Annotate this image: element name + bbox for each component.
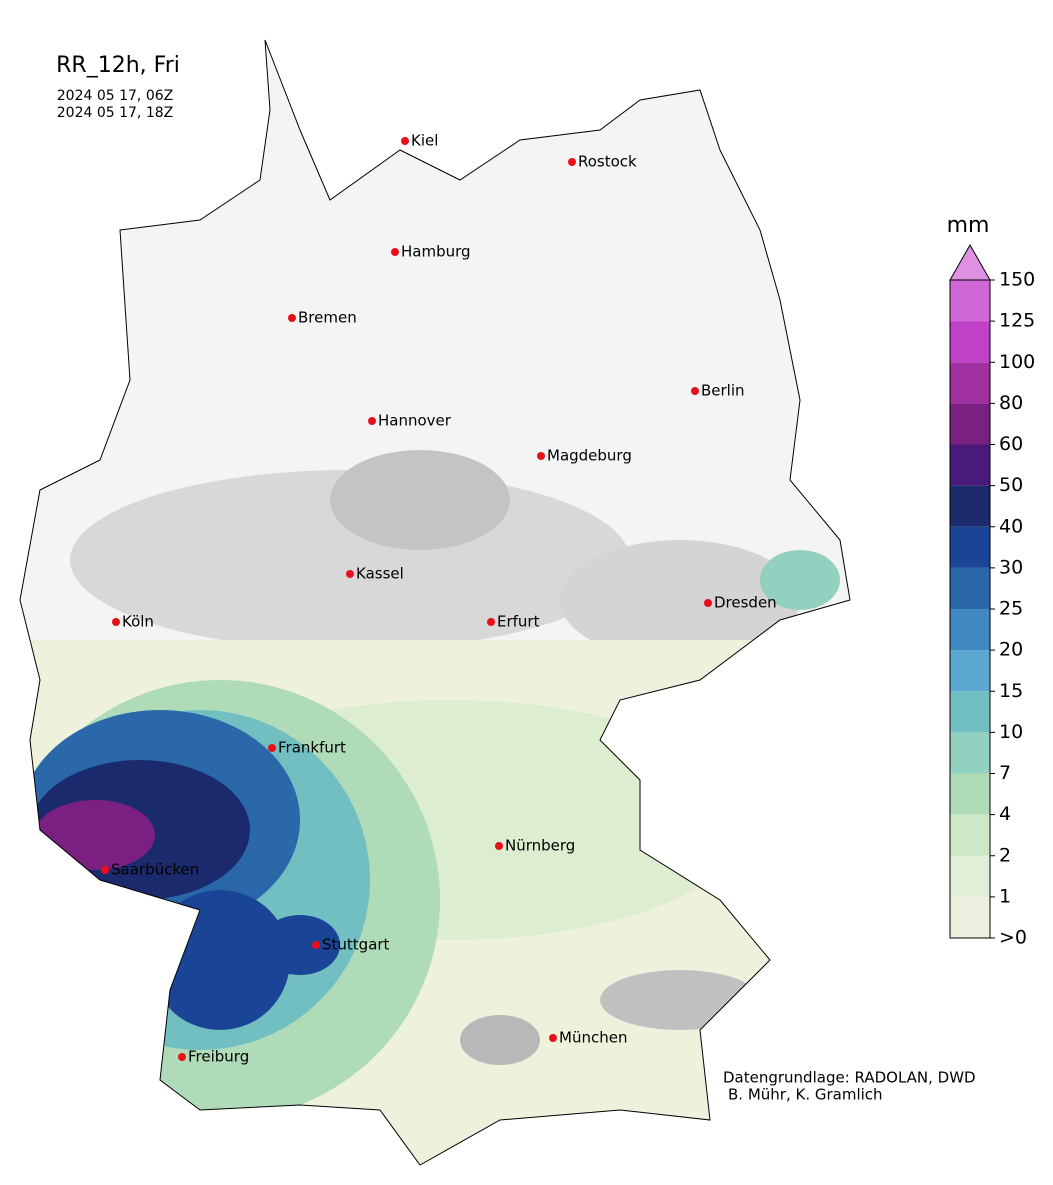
colorbar-band bbox=[950, 567, 990, 609]
city-marker bbox=[268, 744, 276, 752]
colorbar-band bbox=[950, 855, 990, 897]
colorbar-band bbox=[950, 609, 990, 651]
city-marker bbox=[495, 842, 503, 850]
colorbar-tick-label: 50 bbox=[999, 474, 1023, 496]
city-marker bbox=[549, 1034, 557, 1042]
colorbar-band bbox=[950, 485, 990, 527]
city-marker bbox=[401, 137, 409, 145]
colorbar-band bbox=[950, 814, 990, 856]
city-label: München bbox=[559, 1029, 627, 1047]
colorbar-band bbox=[950, 444, 990, 486]
colorbar-band bbox=[950, 280, 990, 322]
city-label: Köln bbox=[122, 613, 154, 631]
end-time: 2024 05 17, 18Z bbox=[57, 105, 173, 121]
colorbar-tick-label: >0 bbox=[999, 927, 1027, 949]
colorbar-tick-label: 25 bbox=[999, 598, 1023, 620]
colorbar-unit: mm bbox=[947, 213, 990, 238]
city-marker bbox=[537, 452, 545, 460]
city-marker bbox=[312, 941, 320, 949]
city-label: Frankfurt bbox=[278, 739, 346, 757]
city-label: Bremen bbox=[298, 309, 357, 327]
start-time: 2024 05 17, 06Z bbox=[57, 88, 173, 104]
city-marker bbox=[101, 866, 109, 874]
city-label: Kassel bbox=[356, 565, 404, 583]
colorbar-band bbox=[950, 650, 990, 692]
colorbar-tick-label: 40 bbox=[999, 515, 1023, 537]
colorbar-tick-label: 15 bbox=[999, 680, 1023, 702]
colorbar-band bbox=[950, 321, 990, 363]
country-border bbox=[19, 39, 851, 1166]
title: RR_12h, Fri bbox=[56, 53, 180, 78]
colorbar-band bbox=[950, 403, 990, 445]
city-label: Saarbücken bbox=[111, 861, 199, 879]
city-label: Magdeburg bbox=[547, 447, 632, 465]
city-label: Freiburg bbox=[188, 1048, 249, 1066]
colorbar-band bbox=[950, 362, 990, 404]
colorbar-band bbox=[950, 896, 990, 938]
colorbar-tick-label: 150 bbox=[999, 269, 1035, 291]
colorbar-tick-label: 4 bbox=[999, 803, 1011, 825]
city-label: Hannover bbox=[378, 412, 452, 430]
colorbar-tick-label: 100 bbox=[999, 351, 1035, 373]
city-marker bbox=[288, 314, 296, 322]
colorbar-band bbox=[950, 691, 990, 733]
city-marker bbox=[391, 248, 399, 256]
city-label: Hamburg bbox=[401, 243, 471, 261]
colorbar-tick-label: 125 bbox=[999, 310, 1035, 332]
credit: Datengrundlage: RADOLAN, DWD bbox=[723, 1069, 976, 1087]
city-label: Dresden bbox=[714, 594, 777, 612]
city-marker bbox=[178, 1053, 186, 1061]
city-marker bbox=[487, 618, 495, 626]
colorbar-tick-label: 80 bbox=[999, 392, 1023, 414]
colorbar-tick-label: 30 bbox=[999, 556, 1023, 578]
city-marker bbox=[112, 618, 120, 626]
colorbar-band bbox=[950, 773, 990, 815]
colorbar-tick-label: 60 bbox=[999, 433, 1023, 455]
city-marker bbox=[704, 599, 712, 607]
city-label: Rostock bbox=[578, 153, 637, 171]
city-label: Erfurt bbox=[497, 613, 540, 631]
city-label: Berlin bbox=[701, 382, 745, 400]
colorbar-tick-label: 7 bbox=[999, 762, 1011, 784]
colorbar-band bbox=[950, 732, 990, 774]
city-marker bbox=[568, 158, 576, 166]
colorbar-band bbox=[950, 526, 990, 568]
city-marker bbox=[346, 570, 354, 578]
credit: B. Mühr, K. Gramlich bbox=[728, 1086, 883, 1104]
precip-field bbox=[20, 40, 850, 1165]
city-label: Kiel bbox=[411, 132, 438, 150]
city-label: Nürnberg bbox=[505, 837, 575, 855]
colorbar-tick-label: 2 bbox=[999, 844, 1011, 866]
colorbar-tick-label: 1 bbox=[999, 885, 1011, 907]
colorbar-tick-label: 20 bbox=[999, 639, 1023, 661]
colorbar-extend bbox=[949, 243, 991, 281]
city-label: Stuttgart bbox=[322, 936, 390, 954]
city-marker bbox=[368, 417, 376, 425]
city-marker bbox=[691, 387, 699, 395]
colorbar-tick-label: 10 bbox=[999, 721, 1023, 743]
